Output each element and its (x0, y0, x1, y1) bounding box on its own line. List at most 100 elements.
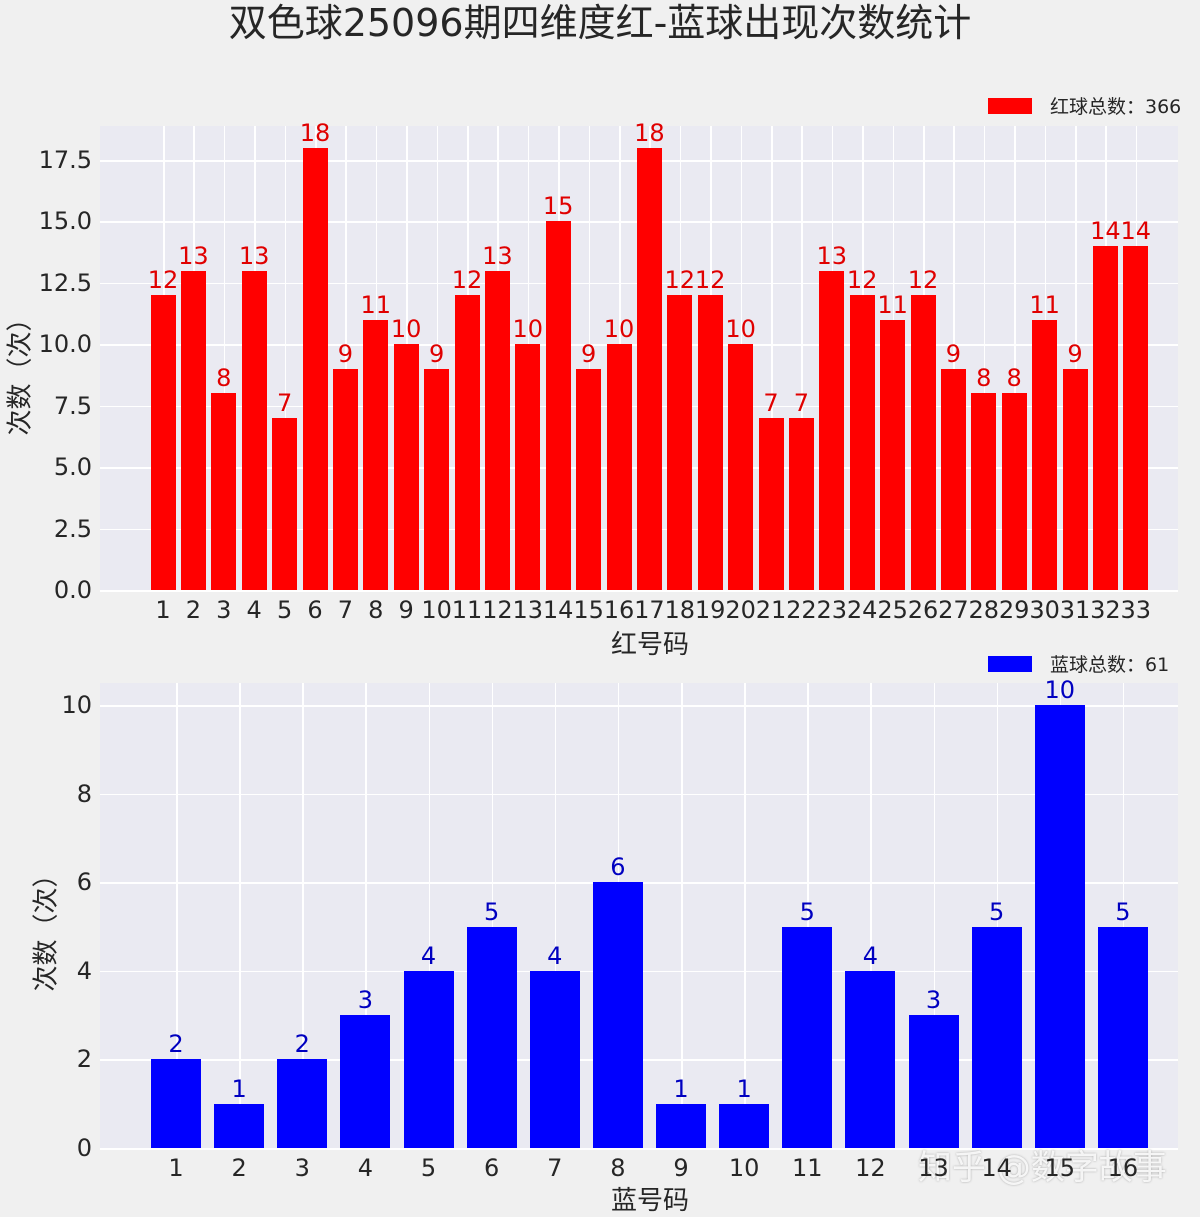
gridline-v (491, 683, 494, 1148)
bar-value-label: 15 (542, 192, 574, 221)
x-tick-label: 10 (728, 1154, 760, 1182)
legend-red: 红球总数：366 (988, 92, 1181, 119)
x-tick-label: 32 (1090, 596, 1121, 624)
gridline-h (100, 1148, 1178, 1150)
bar-value-label: 10 (603, 315, 635, 344)
bar-value-label: 14 (1120, 217, 1152, 246)
bar-value-label: 9 (428, 339, 445, 368)
bar-value-label: 12 (147, 266, 179, 295)
x-tick-label: 24 (846, 596, 878, 624)
bar-27 (940, 368, 966, 590)
gridline-v (953, 126, 955, 590)
bar-1 (150, 295, 176, 590)
legend-label-blue: 蓝球总数：61 (1050, 654, 1170, 676)
x-tick-label: 5 (420, 1154, 437, 1182)
x-tick-label: 8 (610, 1154, 626, 1182)
gridline-v (744, 683, 746, 1148)
bar-22 (788, 418, 814, 590)
blue-x-axis-label: 蓝号码 (610, 1186, 689, 1216)
bar-value-label: 9 (337, 339, 354, 368)
bar-value-label: 3 (357, 986, 374, 1015)
bar-value-label: 18 (299, 118, 331, 147)
gridline-v (428, 683, 431, 1148)
x-tick-label: 30 (1029, 596, 1060, 624)
y-tick-label: 15.0 (38, 207, 92, 236)
gridline-v (1014, 126, 1016, 590)
x-tick-label: 33 (1120, 596, 1152, 624)
x-tick-label: 9 (398, 596, 414, 624)
bar-value-label: 2 (168, 1030, 184, 1059)
bar-14 (971, 926, 1022, 1148)
red-ball-chart-axes (100, 126, 1178, 592)
bar-9 (393, 344, 419, 590)
legend-swatch-blue (988, 655, 1032, 672)
bar-value-label: 5 (799, 897, 815, 926)
x-tick-label: 18 (664, 596, 696, 624)
gridline-v (681, 683, 683, 1148)
bar-33 (1123, 246, 1149, 590)
x-tick-label: 15 (573, 596, 604, 624)
bar-16 (606, 344, 632, 590)
x-tick-label: 9 (673, 1154, 689, 1182)
bar-18 (667, 295, 693, 590)
gridline-v (284, 126, 287, 590)
gridline-v (933, 683, 936, 1148)
x-tick-label: 12 (855, 1154, 886, 1182)
bar-value-label: 12 (846, 266, 878, 295)
bar-8 (592, 882, 643, 1148)
gridline-v (176, 683, 178, 1148)
y-tick-label: 0.0 (53, 576, 92, 604)
bar-2 (180, 270, 206, 590)
chart-title: 双色球25096期四维度红-蓝球出现次数统计 (228, 1, 972, 45)
x-tick-label: 4 (357, 1154, 374, 1182)
bar-4 (241, 270, 267, 590)
y-tick-label: 12.5 (38, 268, 92, 297)
y-tick-label: 2 (76, 1045, 92, 1074)
bar-28 (971, 393, 997, 590)
bar-value-label: 8 (1006, 364, 1022, 393)
bar-7 (529, 970, 580, 1148)
y-tick-label: 4 (76, 956, 92, 985)
bar-15 (1034, 705, 1085, 1148)
bar-value-label: 1 (736, 1074, 752, 1103)
x-tick-label: 23 (816, 596, 848, 624)
y-tick-label: 0 (76, 1134, 92, 1162)
x-tick-label: 13 (512, 596, 544, 624)
bar-3 (277, 1059, 328, 1148)
bar-value-label: 12 (451, 266, 483, 295)
x-tick-label: 14 (542, 596, 574, 624)
bar-value-label: 2 (294, 1030, 310, 1059)
bar-value-label: 13 (482, 241, 513, 270)
bar-19 (697, 295, 723, 590)
x-tick-label: 3 (216, 596, 232, 624)
y-tick-label: 10.0 (38, 330, 92, 359)
gridline-v (983, 126, 986, 590)
bar-value-label: 12 (664, 266, 696, 295)
gridline-v (771, 126, 773, 590)
gridline-v (239, 683, 241, 1148)
bar-2 (214, 1103, 265, 1148)
bar-value-label: 11 (360, 290, 392, 319)
bar-5 (272, 418, 298, 590)
x-tick-label: 3 (294, 1154, 310, 1182)
bar-value-label: 12 (694, 266, 726, 295)
bar-value-label: 7 (276, 389, 293, 417)
legend-label-red: 红球总数：366 (1050, 96, 1182, 118)
bar-value-label: 4 (547, 941, 563, 970)
gridline-v (996, 683, 999, 1148)
bar-17 (636, 147, 662, 590)
red-x-axis-label: 红号码 (610, 630, 689, 660)
bar-value-label: 13 (816, 241, 848, 270)
bar-10 (719, 1103, 770, 1148)
x-tick-label: 21 (755, 596, 787, 624)
y-tick-label: 8 (76, 779, 92, 808)
red-y-axis-label: 次数（次） (5, 305, 36, 436)
bar-13 (515, 344, 541, 590)
y-tick-label: 7.5 (53, 391, 92, 420)
bar-32 (1092, 246, 1118, 590)
gridline-v (223, 126, 226, 590)
x-tick-label: 2 (231, 1154, 247, 1182)
blue-y-axis-label: 次数（次） (31, 861, 62, 992)
legend-swatch-red (988, 97, 1032, 114)
x-tick-label: 2 (185, 596, 202, 624)
